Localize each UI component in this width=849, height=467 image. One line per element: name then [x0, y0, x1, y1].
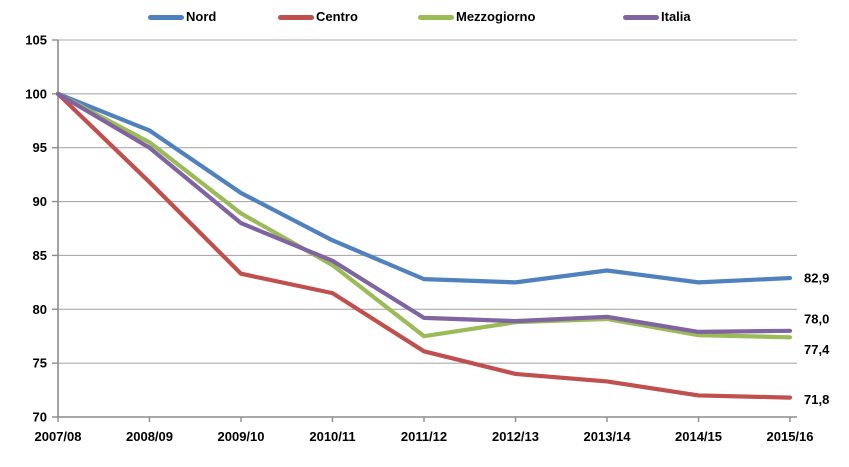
end-value-label-centro: 71,8	[804, 392, 829, 407]
legend-label-italia: Italia	[661, 9, 691, 24]
x-tick-label: 2010/11	[309, 429, 355, 444]
end-value-label-nord: 82,9	[804, 271, 829, 286]
y-tick-label: 105	[25, 33, 47, 48]
legend-item-nord: Nord	[148, 8, 216, 26]
series-line-nord	[55, 91, 793, 285]
legend-label-mezzogiorno: Mezzogiorno	[456, 9, 536, 24]
legend-label-nord: Nord	[186, 9, 217, 24]
y-tick-label: 100	[25, 86, 47, 101]
x-tick-label: 2013/14	[584, 429, 632, 444]
series-line-centro	[55, 91, 793, 400]
x-tick-label: 2014/15	[675, 429, 722, 444]
end-value-label-italia: 78,0	[804, 311, 829, 326]
y-tick-label: 70	[33, 410, 47, 425]
series-line-mezzogiorno	[55, 91, 793, 340]
y-tick-label: 75	[33, 356, 47, 371]
legend-label-centro: Centro	[316, 9, 358, 24]
x-tick-label: 2015/16	[767, 429, 814, 444]
x-tick-label: 2012/13	[492, 429, 539, 444]
x-tick-label: 2007/08	[35, 429, 82, 444]
end-value-label-mezzogiorno: 77,4	[804, 342, 830, 357]
x-tick-label: 2009/10	[218, 429, 265, 444]
series-line-italia	[55, 91, 793, 335]
x-tick-label: 2008/09	[126, 429, 173, 444]
legend-swatch-centro	[278, 14, 314, 20]
y-tick-label: 90	[33, 194, 47, 209]
legend-swatch-nord	[148, 14, 184, 20]
legend-item-mezzogiorno: Mezzogiorno	[418, 8, 535, 26]
y-tick-label: 85	[33, 248, 47, 263]
legend-swatch-mezzogiorno	[418, 14, 454, 20]
y-tick-label: 95	[33, 140, 47, 155]
legend-item-italia: Italia	[623, 8, 691, 26]
legend-item-centro: Centro	[278, 8, 358, 26]
x-tick-label: 2011/12	[401, 429, 447, 444]
legend-swatch-italia	[623, 14, 659, 20]
y-tick-label: 80	[33, 302, 47, 317]
